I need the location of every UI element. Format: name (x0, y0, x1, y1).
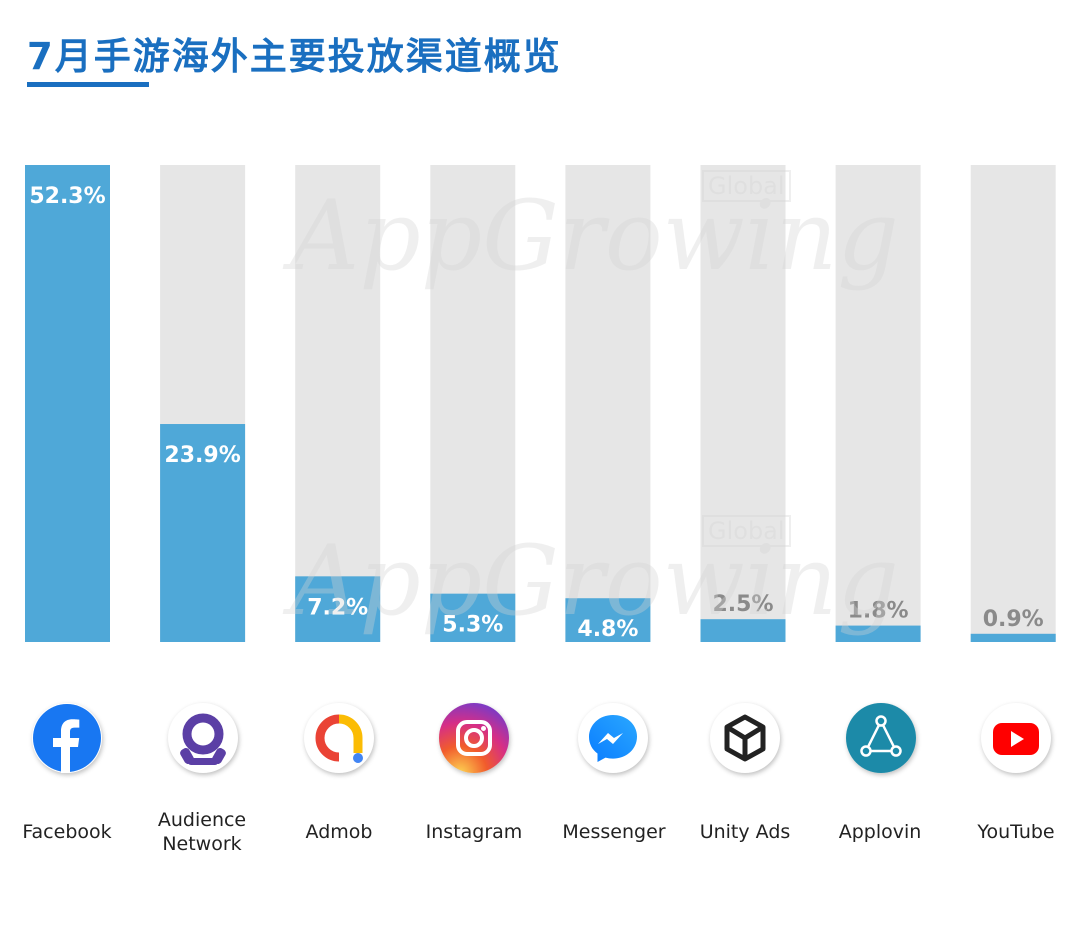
bar-track-unity-ads (700, 165, 786, 642)
bar-youtube (970, 633, 1056, 642)
bar-audience-network (160, 424, 246, 642)
value-label-facebook: 52.3% (29, 184, 105, 209)
bar-chart: 52.3% 23.9% 7.2% 5.3% 4.8% 2.5% 1.8% 0.9% (25, 165, 1056, 642)
value-label-unity-ads: 2.5% (712, 592, 773, 617)
instagram-icon (439, 703, 509, 773)
bar-applovin (835, 625, 921, 642)
category-label-messenger: Messenger (562, 821, 666, 843)
category-label-unity-ads: Unity Ads (699, 821, 791, 843)
bar-track-admob (295, 165, 381, 642)
value-label-admob: 7.2% (307, 595, 368, 620)
value-label-messenger: 4.8% (577, 617, 638, 642)
title-underline (27, 82, 149, 87)
admob-icon (304, 703, 374, 773)
bar-track-messenger (565, 165, 651, 642)
category-label-instagram: Instagram (425, 821, 523, 843)
category-label-youtube: YouTube (977, 821, 1055, 843)
messenger-icon (578, 703, 648, 773)
category-label-audience-network: Audience Network (157, 809, 247, 855)
bar-unity-ads (700, 619, 786, 642)
category-label-applovin: Applovin (838, 821, 922, 843)
page-title: 7月手游海外主要投放渠道概览 (27, 35, 562, 78)
bar-track-youtube (970, 165, 1056, 642)
applovin-icon (846, 703, 916, 773)
value-label-youtube: 0.9% (983, 607, 1044, 632)
bar-messenger (565, 598, 651, 642)
category-label-facebook: Facebook (22, 821, 112, 843)
bar-facebook (25, 165, 110, 642)
value-label-instagram: 5.3% (442, 613, 503, 638)
bar-track-applovin (835, 165, 921, 642)
bar-track-instagram (430, 165, 516, 642)
facebook-icon (32, 703, 102, 773)
bar-instagram (430, 593, 516, 642)
value-label-audience-network: 23.9% (164, 443, 240, 468)
youtube-icon (981, 703, 1051, 773)
value-label-applovin: 1.8% (848, 599, 909, 624)
unity-icon (710, 703, 780, 773)
category-label-admob: Admob (305, 821, 373, 843)
bar-admob (295, 576, 381, 642)
audience-network-icon (168, 703, 238, 773)
